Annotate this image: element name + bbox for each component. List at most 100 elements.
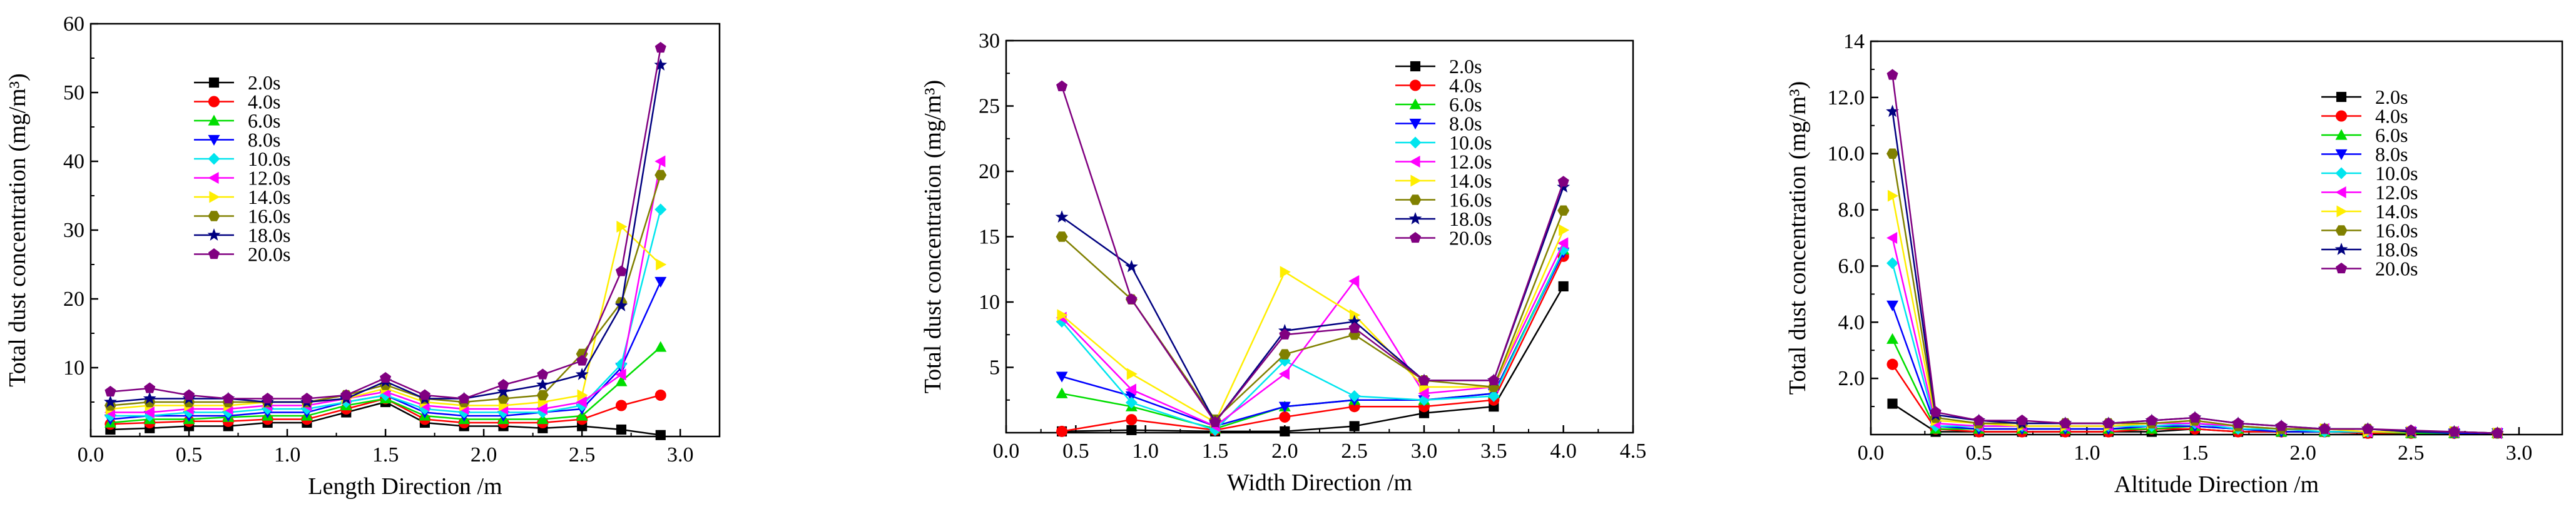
data-point bbox=[2059, 417, 2071, 428]
x-tick-label: 3.0 bbox=[667, 443, 694, 466]
y-tick-label: 25 bbox=[979, 95, 1000, 118]
y-tick-label: 50 bbox=[63, 81, 84, 104]
legend-label: 14.0s bbox=[2375, 200, 2418, 223]
data-point bbox=[1930, 406, 1942, 417]
y-tick-label: 15 bbox=[979, 226, 1000, 249]
legend-marker bbox=[2335, 167, 2348, 179]
series-line bbox=[110, 48, 662, 400]
series-20.0s bbox=[1886, 69, 2503, 438]
legend-label: 18.0s bbox=[2375, 238, 2418, 261]
legend-marker bbox=[208, 114, 220, 126]
legend-label: 14.0s bbox=[1449, 169, 1492, 192]
x-tick-label: 0.5 bbox=[176, 443, 203, 466]
legend-marker bbox=[2334, 243, 2348, 255]
legend-marker bbox=[208, 248, 220, 259]
series-12.0s bbox=[1056, 237, 1569, 433]
data-point bbox=[536, 413, 549, 425]
legend-marker bbox=[207, 228, 221, 241]
legend-label: 10.0s bbox=[1449, 131, 1492, 154]
data-point bbox=[1279, 328, 1291, 340]
legend-label: 8.0s bbox=[248, 129, 280, 151]
data-point bbox=[1279, 411, 1291, 423]
data-point bbox=[1886, 257, 1899, 270]
data-point bbox=[576, 410, 588, 421]
legend: 2.0s4.0s6.0s8.0s10.0s12.0s14.0s16.0s18.0… bbox=[194, 71, 290, 266]
data-point bbox=[340, 389, 352, 400]
data-point bbox=[2276, 420, 2288, 431]
legend-marker bbox=[1409, 232, 1422, 243]
y-tick-label: 12.0 bbox=[1828, 86, 1865, 109]
legend-label: 6.0s bbox=[1449, 93, 1482, 116]
data-point bbox=[104, 386, 116, 397]
data-point bbox=[537, 368, 549, 380]
x-tick-label: 3.5 bbox=[1480, 440, 1507, 463]
legend-label: 8.0s bbox=[1449, 113, 1482, 135]
chart-panel-2: 0.0 0.5 1.0 1.5 2.0 2.5 3.0 3.5 4.0 4.5 5 10 15 20 25 3… bbox=[920, 29, 1646, 496]
x-tick-label: 1.0 bbox=[2074, 441, 2100, 465]
legend-label: 20.0s bbox=[1449, 227, 1492, 249]
data-point bbox=[1125, 259, 1138, 273]
data-point bbox=[1886, 232, 1898, 244]
legend-marker bbox=[2335, 263, 2348, 274]
x-tick-label: 2.5 bbox=[2398, 441, 2425, 465]
data-point bbox=[1487, 390, 1500, 402]
data-point bbox=[1056, 80, 1068, 91]
data-point bbox=[1349, 421, 1360, 431]
data-point bbox=[2448, 426, 2460, 437]
legend-marker bbox=[1410, 61, 1421, 72]
y-tick-label: 30 bbox=[979, 29, 1000, 53]
legend-label: 8.0s bbox=[2375, 143, 2408, 166]
data-point bbox=[1055, 210, 1069, 223]
y-tick-label: 10.0 bbox=[1828, 143, 1865, 166]
data-point bbox=[1418, 387, 1429, 400]
series-line bbox=[1061, 229, 1564, 424]
series-line bbox=[1891, 263, 2498, 435]
data-point bbox=[615, 265, 628, 276]
data-point bbox=[615, 400, 627, 411]
data-point bbox=[144, 382, 156, 393]
series-line bbox=[1062, 286, 1564, 433]
data-point bbox=[143, 406, 155, 418]
data-point bbox=[536, 390, 549, 401]
x-axis-label: Width Direction /m bbox=[1227, 470, 1412, 496]
y-axis-label: Total dust concentration (mg/m³) bbox=[920, 80, 946, 394]
data-point bbox=[1348, 275, 1360, 288]
data-point bbox=[419, 389, 430, 400]
legend-marker bbox=[208, 211, 220, 221]
chart-panel-3: 0.0 0.5 1.0 1.5 2.0 2.5 3.0 2.0 4.0 6.0 8.0 10.0 12.… bbox=[1784, 30, 2563, 498]
y-tick-label: 20 bbox=[63, 288, 84, 311]
data-point bbox=[1973, 415, 1985, 426]
data-point bbox=[1126, 425, 1137, 435]
data-point bbox=[1886, 104, 1899, 118]
y-tick-label: 30 bbox=[63, 219, 84, 242]
legend-label: 2.0s bbox=[248, 71, 280, 94]
legend-label: 14.0s bbox=[248, 186, 290, 208]
data-point bbox=[536, 378, 549, 391]
data-point bbox=[654, 42, 666, 53]
data-point bbox=[1056, 231, 1068, 242]
data-point bbox=[616, 424, 627, 435]
data-point bbox=[104, 400, 116, 411]
x-tick-label: 1.0 bbox=[1132, 440, 1159, 463]
legend: 2.0s4.0s6.0s8.0s10.0s12.0s14.0s16.0s18.0… bbox=[1395, 55, 1492, 249]
data-point bbox=[2189, 411, 2201, 423]
data-point bbox=[616, 221, 628, 233]
legend-marker bbox=[1408, 212, 1422, 224]
series-20.0s bbox=[1056, 80, 1569, 427]
legend-label: 20.0s bbox=[2375, 258, 2418, 280]
data-point bbox=[654, 203, 667, 216]
legend-marker bbox=[2335, 225, 2348, 236]
legend-label: 4.0s bbox=[2375, 105, 2408, 128]
legend-label: 16.0s bbox=[1449, 189, 1492, 211]
legend-marker bbox=[2335, 110, 2348, 122]
data-point bbox=[1418, 374, 1430, 386]
legend-marker bbox=[1409, 156, 1420, 168]
legend-marker bbox=[2335, 129, 2348, 140]
x-tick-label: 4.0 bbox=[1550, 440, 1577, 463]
plot-frame bbox=[1005, 39, 1634, 434]
series-line bbox=[1061, 252, 1564, 427]
series-line bbox=[110, 174, 661, 406]
legend-marker bbox=[1409, 98, 1422, 109]
data-point bbox=[654, 169, 667, 181]
